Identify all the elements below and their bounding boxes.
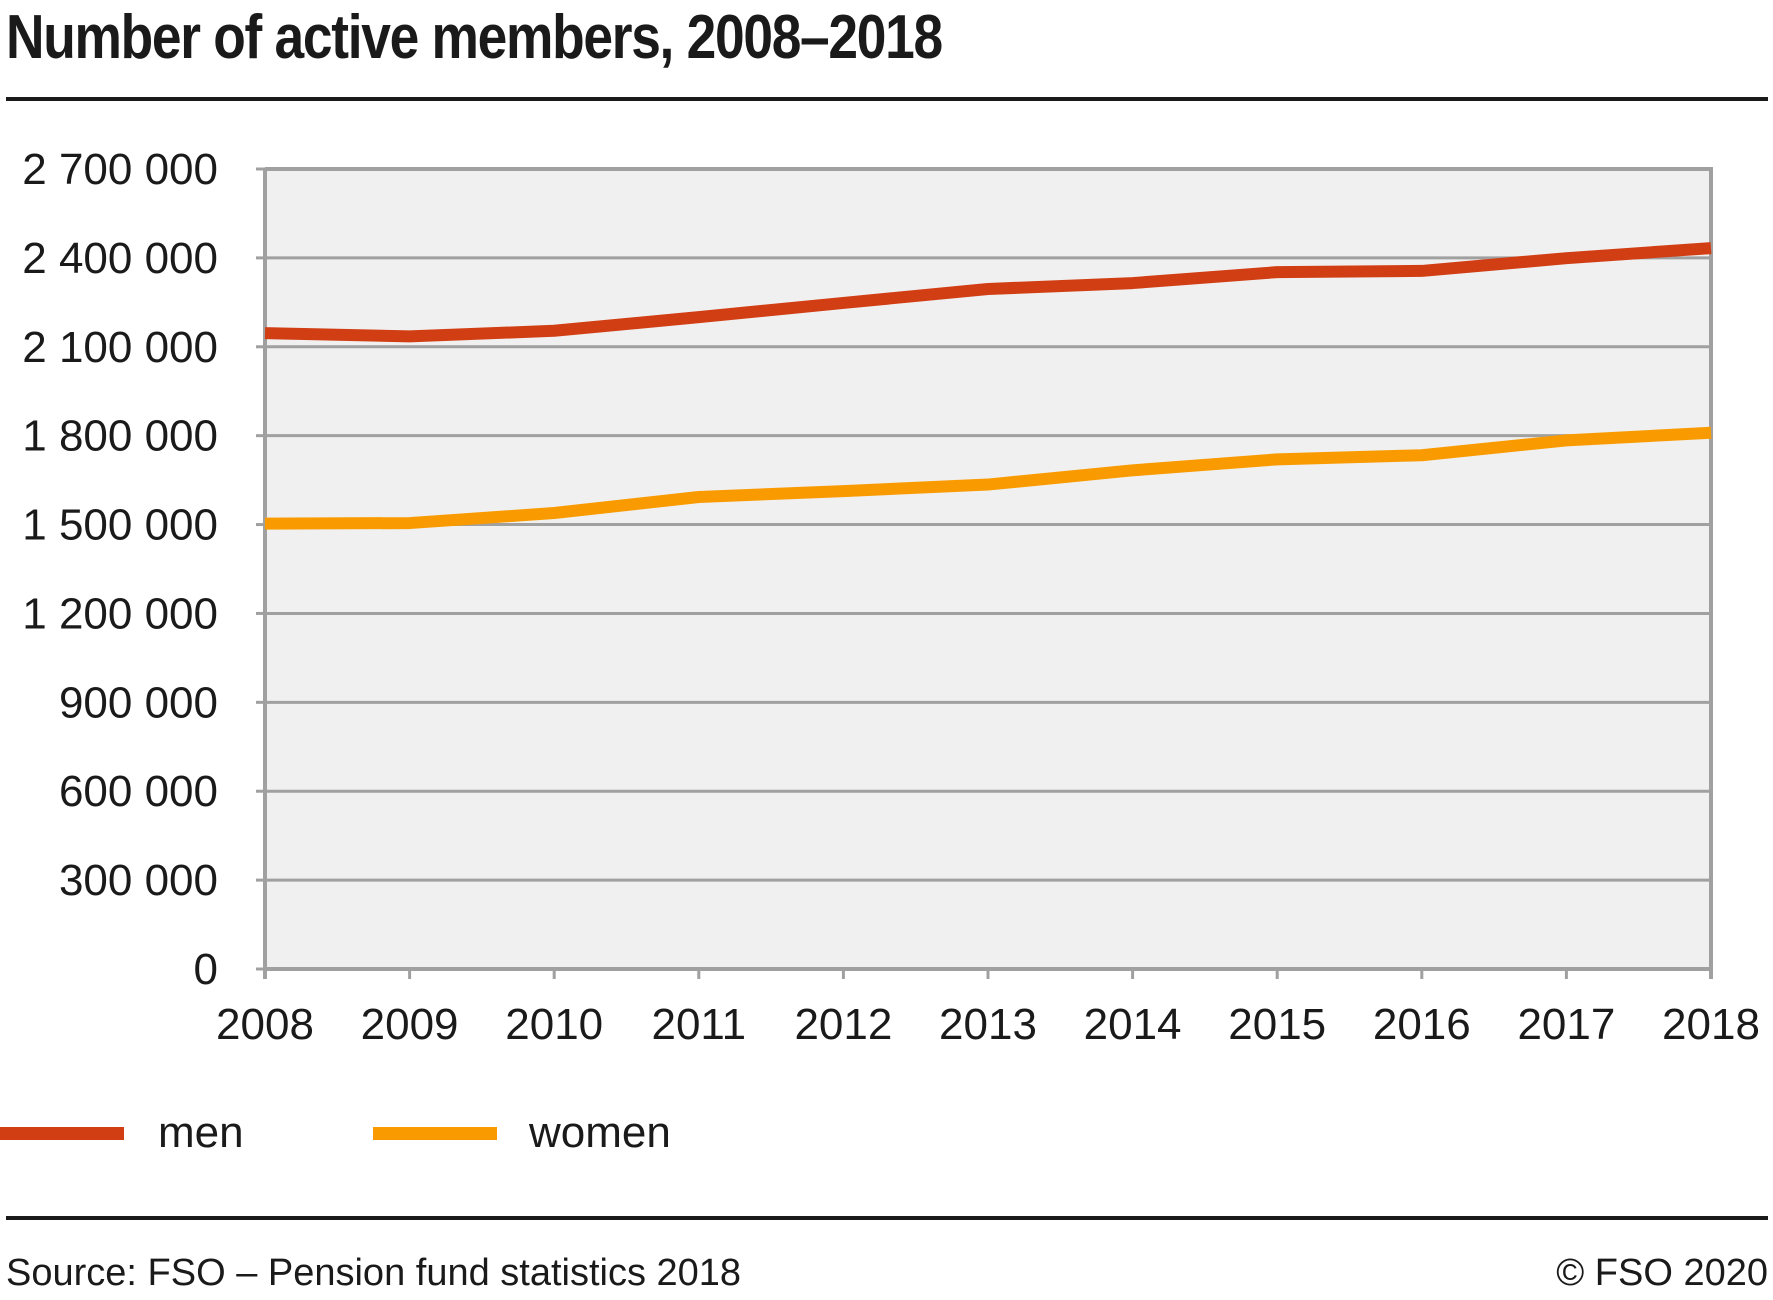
y-tick-label: 2 400 000: [22, 234, 218, 283]
y-tick-label: 2 100 000: [22, 323, 218, 372]
x-axis-labels: 2008 2009 2010 2011 2012 2013 2014 2015 2016 2017…: [216, 1000, 1760, 1049]
legend-label-women: women: [529, 1108, 671, 1157]
x-tick-label: 2018: [1662, 1000, 1760, 1049]
x-tick-label: 2014: [1084, 1000, 1182, 1049]
footer-divider: [6, 1216, 1768, 1220]
title-divider: [6, 97, 1768, 101]
legend-item-men: [0, 1108, 124, 1158]
legend-item-women: [373, 1108, 497, 1158]
y-tick-label: 1 500 000: [22, 501, 218, 550]
x-tick-label: 2017: [1517, 1000, 1615, 1049]
y-tick-label: 900 000: [59, 678, 218, 727]
legend-label-men: men: [158, 1108, 244, 1157]
x-tick-label: 2008: [216, 1000, 314, 1049]
plot-area: [265, 169, 1711, 969]
series-line-men: [264, 242, 1712, 343]
x-tick-label: 2015: [1228, 1000, 1326, 1049]
x-tick-label: 2011: [651, 1000, 746, 1049]
y-tick-label: 1 800 000: [22, 412, 218, 461]
line-chart: 0 300 000 600 000 900 000 1 200 000 1 500 000…: [22, 145, 1760, 1049]
x-tick-label: 2012: [794, 1000, 892, 1049]
gridlines: [265, 167, 1711, 882]
series-line-women: [264, 426, 1712, 530]
copyright-note: © FSO 2020: [1556, 1252, 1768, 1294]
y-tick-label: 1 200 000: [22, 589, 218, 638]
legend-swatch-women: [373, 1126, 497, 1140]
legend-swatch-men: [0, 1126, 124, 1140]
x-tick-label: 2009: [361, 1000, 459, 1049]
x-tick-label: 2016: [1373, 1000, 1471, 1049]
series-lines: [264, 242, 1712, 530]
y-axis-labels: 0 300 000 600 000 900 000 1 200 000 1 500 000…: [22, 145, 218, 994]
y-tick-label: 600 000: [59, 767, 218, 816]
axes: [263, 167, 1713, 979]
source-note: Source: FSO – Pension fund statistics 20…: [6, 1252, 742, 1294]
chart-title: Number of active members, 2008–2018: [6, 3, 943, 72]
x-tick-label: 2010: [505, 1000, 603, 1049]
x-tick-label: 2013: [939, 1000, 1037, 1049]
y-tick-label: 300 000: [59, 856, 218, 905]
y-tick-label: 0: [194, 945, 218, 994]
y-tick-label: 2 700 000: [22, 145, 218, 194]
